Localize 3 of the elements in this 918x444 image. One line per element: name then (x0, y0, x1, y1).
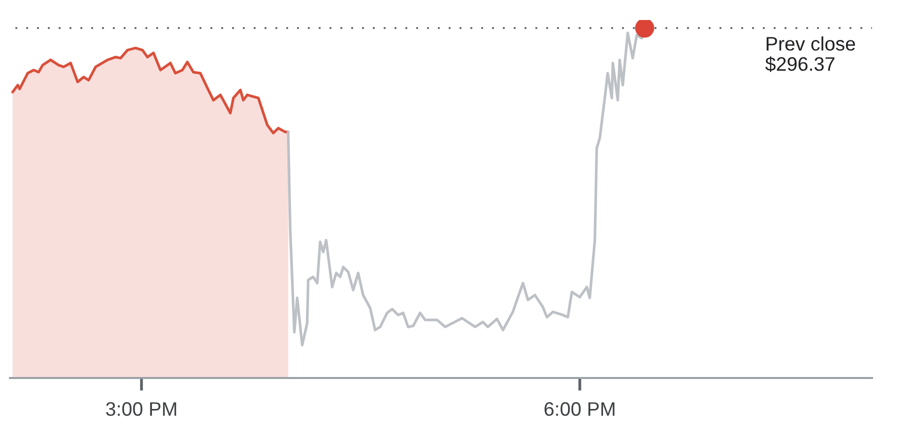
ref-line-label: Prev close $296.37 (765, 36, 856, 72)
x-tick-label: 6:00 PM (544, 402, 614, 416)
x-tick-label: 3:00 PM (106, 402, 176, 416)
